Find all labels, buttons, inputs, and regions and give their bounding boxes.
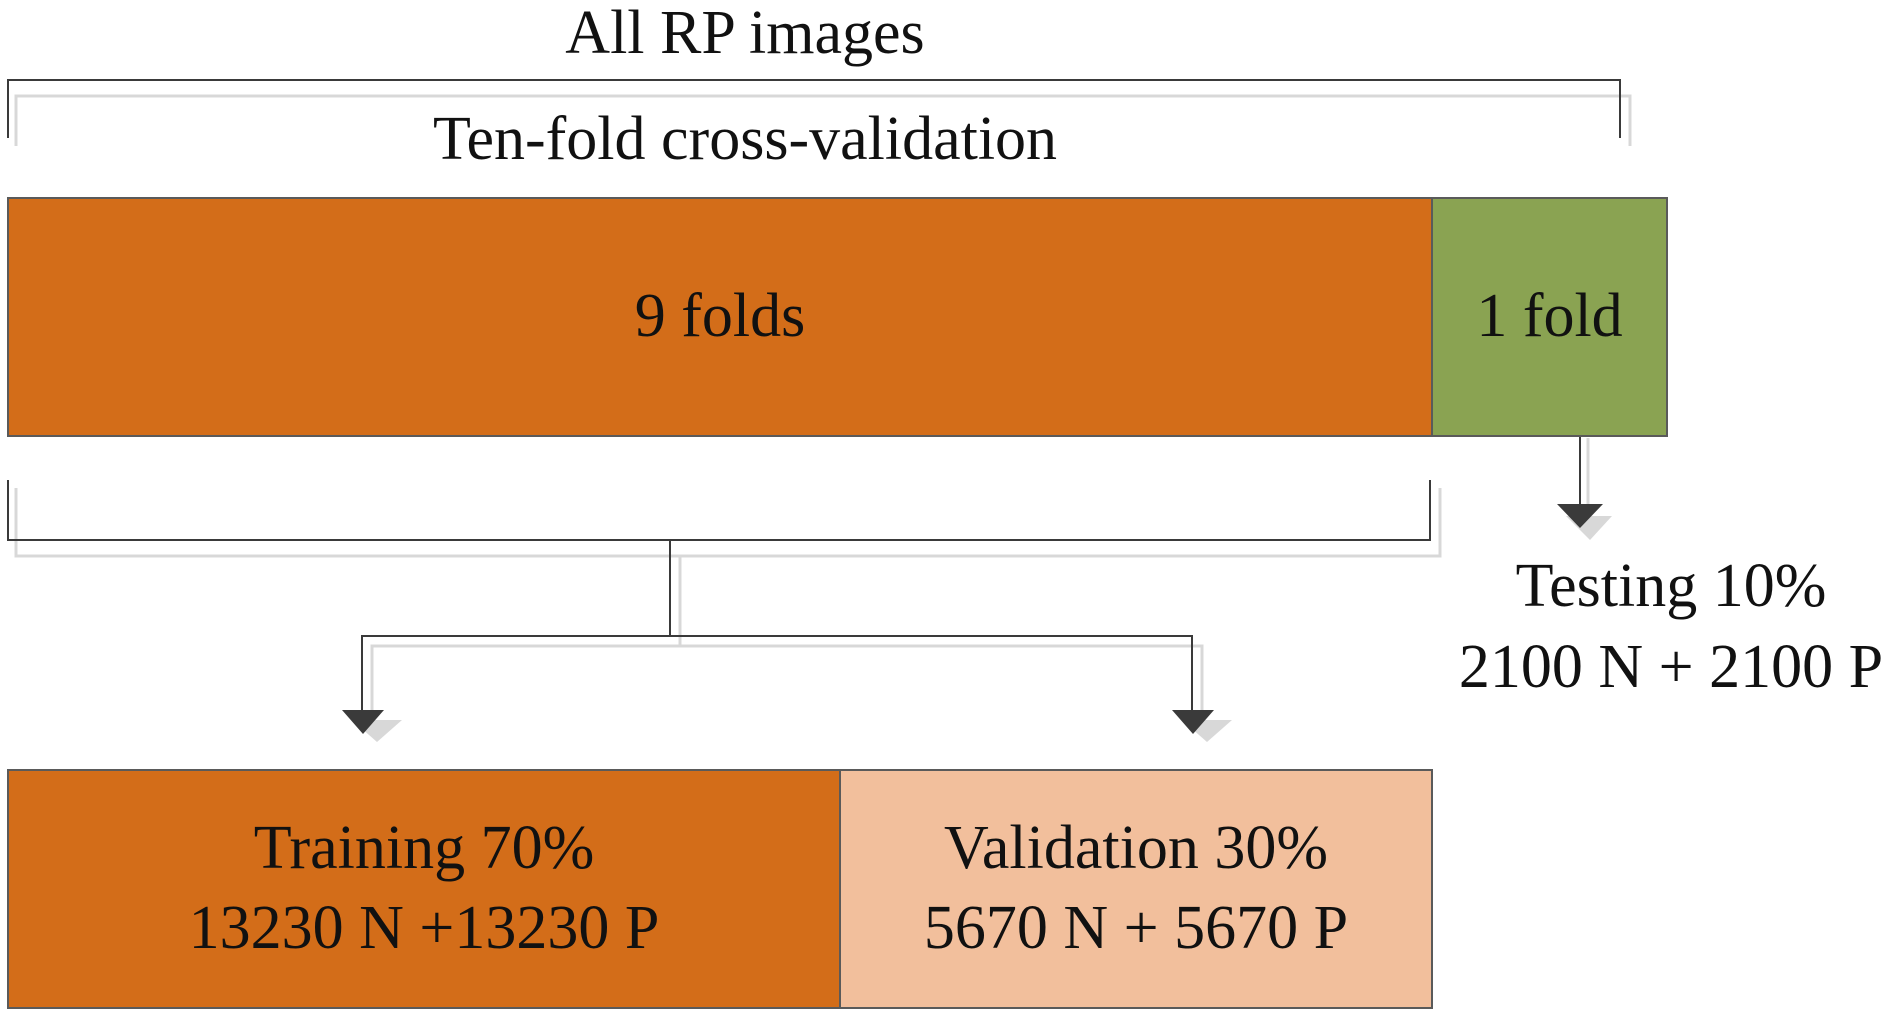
training-box: Training 70% 13230 N +13230 P <box>7 769 841 1009</box>
validation-counts: 5670 N + 5670 P <box>923 894 1349 962</box>
nine-folds-bracket-shadow <box>14 488 1442 558</box>
ten-fold-cross-validation-label: Ten-fold cross-validation <box>432 105 1058 173</box>
split-connector-shadow <box>678 556 1204 722</box>
training-title: Training 70% <box>253 814 595 882</box>
validation-arrow-icon <box>1172 710 1214 734</box>
nine-folds-bracket <box>7 480 1431 541</box>
training-counts: 13230 N +13230 P <box>188 894 660 962</box>
all-images-bracket-shadow <box>14 94 1632 146</box>
split-connector-bar <box>361 635 1193 712</box>
testing-arrow-icon <box>1557 504 1603 528</box>
one-fold-box: 1 fold <box>1431 197 1668 437</box>
nine-folds-label: 9 folds <box>634 282 806 350</box>
one-fold-label: 1 fold <box>1476 282 1623 350</box>
all-images-bracket <box>7 79 1621 138</box>
validation-title: Validation 30% <box>944 814 1328 882</box>
validation-box: Validation 30% 5670 N + 5670 P <box>839 769 1433 1009</box>
training-arrow-icon <box>342 710 384 734</box>
nine-folds-box: 9 folds <box>7 197 1433 437</box>
testing-counts: 2100 N + 2100 P <box>1458 633 1884 701</box>
testing-title: Testing 10% <box>1515 552 1827 620</box>
split-connector-left-shadow <box>370 644 680 722</box>
all-rp-images-label: All RP images <box>565 0 925 67</box>
